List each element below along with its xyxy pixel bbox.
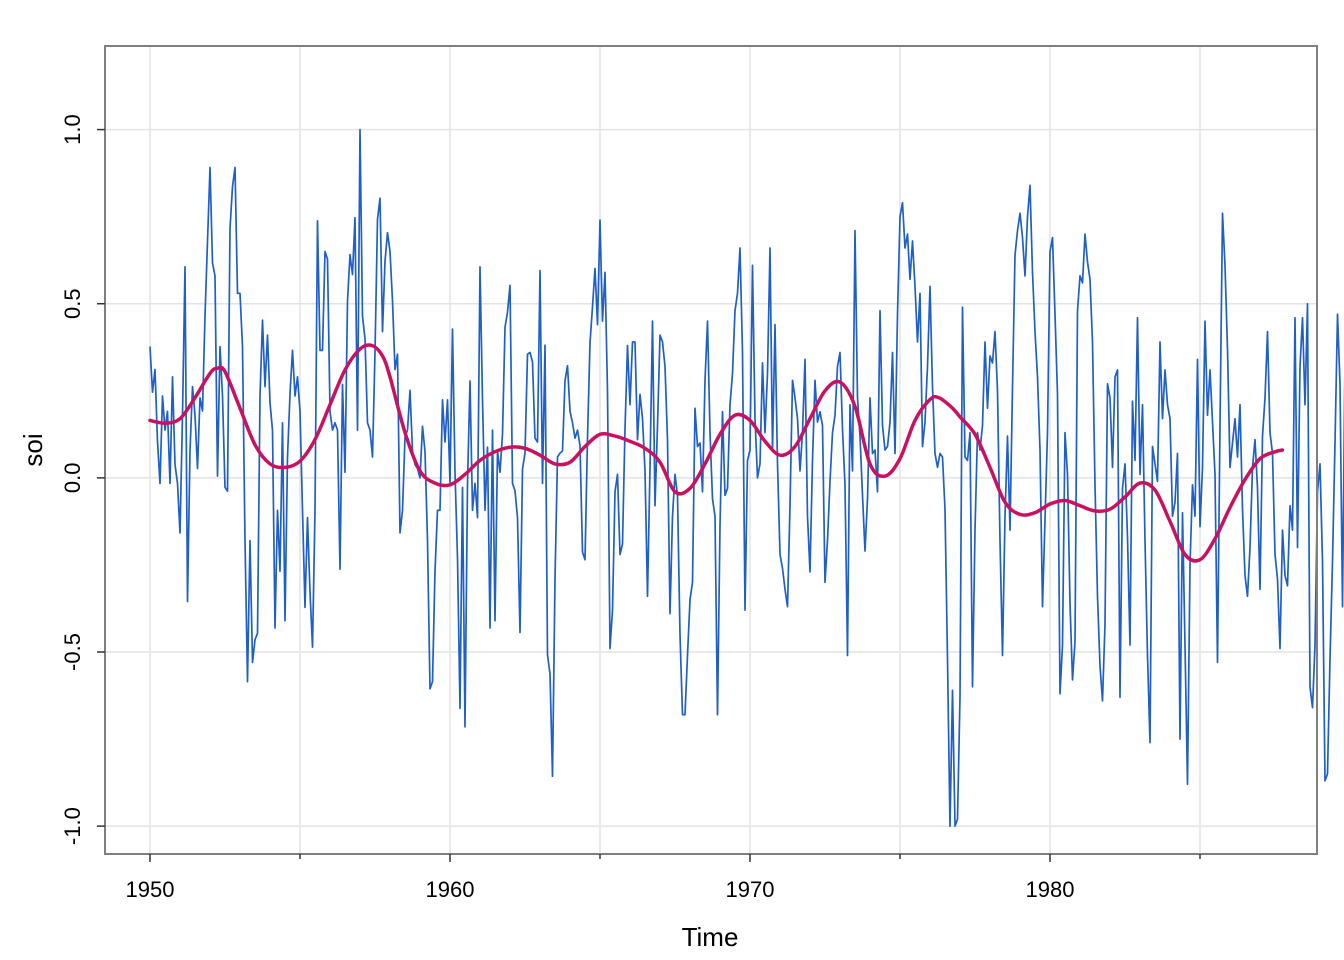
x-tick-label: 1960 bbox=[426, 877, 475, 902]
y-tick-label: 1.0 bbox=[60, 114, 85, 145]
soi-smooth-trend-line bbox=[148, 343, 1285, 563]
plot-frame bbox=[104, 45, 1318, 855]
soi-raw-series-line bbox=[149, 128, 1344, 827]
y-tick-label: 0.5 bbox=[60, 288, 85, 319]
y-tick-label: -0.5 bbox=[60, 633, 85, 671]
y-axis-title: soi bbox=[18, 433, 48, 466]
y-axis: -1.0 -0.5 0.0 0.5 1.0 bbox=[60, 114, 105, 845]
x-axis-title: Time bbox=[682, 922, 739, 952]
x-tick-label: 1970 bbox=[726, 877, 775, 902]
x-axis: 1950 1960 1970 1980 bbox=[126, 854, 1201, 902]
y-tick-label: 0.0 bbox=[60, 463, 85, 494]
y-tick-label: -1.0 bbox=[60, 807, 85, 845]
x-tick-label: 1950 bbox=[126, 877, 175, 902]
x-tick-label: 1980 bbox=[1026, 877, 1075, 902]
grid-lines bbox=[105, 46, 1317, 854]
series-layer bbox=[148, 128, 1344, 827]
